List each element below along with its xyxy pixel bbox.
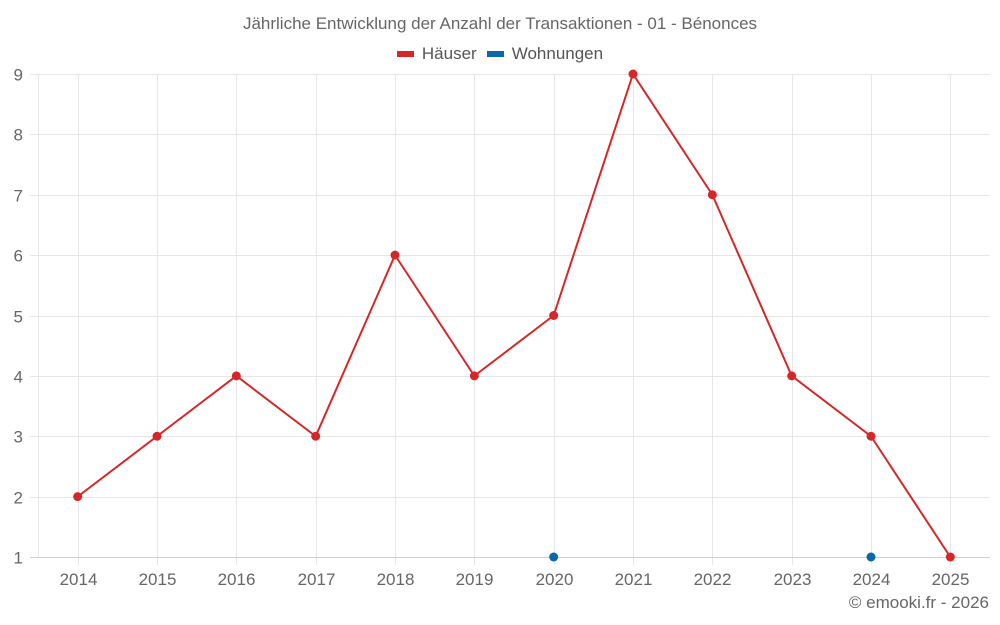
x-tick-label: 2014 [60, 570, 98, 589]
data-point-marker [549, 552, 559, 562]
data-series [73, 69, 955, 562]
y-tick-label: 7 [14, 187, 23, 206]
x-axis-tick-labels: 2014 2015 2016 2017 2018 2019 2020 2021 2022 2023… [60, 570, 970, 589]
y-axis-tick-labels: 1 2 3 4 5 6 7 8 9 [14, 66, 23, 568]
legend-label-apartments: Wohnungen [511, 44, 604, 63]
legend-swatch-houses [396, 51, 414, 57]
y-tick-label: 6 [14, 247, 23, 266]
series-line [77, 73, 952, 558]
x-tick-label: 2023 [774, 570, 812, 589]
data-point-marker [73, 492, 83, 502]
series-houses [73, 69, 955, 562]
data-point-marker [231, 371, 241, 381]
data-point-marker [311, 431, 321, 441]
x-tick-label: 2019 [456, 570, 494, 589]
x-tick-label: 2018 [377, 570, 415, 589]
legend-item-apartments[interactable]: Wohnungen [486, 44, 604, 64]
data-point-marker [866, 552, 876, 562]
series-apartments [549, 552, 876, 562]
data-point-marker [469, 371, 479, 381]
x-tick-label: 2017 [298, 570, 336, 589]
gridlines [30, 74, 990, 565]
x-tick-label: 2015 [139, 570, 177, 589]
x-tick-label: 2025 [932, 570, 970, 589]
data-point-marker [390, 250, 400, 260]
x-tick-label: 2021 [615, 570, 653, 589]
data-point-marker [787, 371, 797, 381]
x-tick-label: 2022 [694, 570, 732, 589]
legend-label-houses: Häuser [421, 44, 477, 63]
y-tick-label: 2 [14, 489, 23, 508]
data-point-marker [707, 190, 717, 200]
y-tick-label: 9 [14, 66, 23, 85]
y-tick-label: 1 [14, 549, 23, 568]
y-tick-label: 3 [14, 428, 23, 447]
legend-item-houses[interactable]: Häuser [396, 44, 477, 64]
data-point-marker [866, 431, 876, 441]
chart-title: Jährliche Entwicklung der Anzahl der Tra… [242, 14, 758, 33]
data-point-marker [152, 431, 162, 441]
x-tick-label: 2024 [853, 570, 891, 589]
y-tick-label: 5 [14, 308, 23, 327]
credit-text: © emooki.fr - 2026 [848, 593, 989, 612]
x-tick-label: 2016 [218, 570, 256, 589]
data-point-marker [628, 69, 638, 79]
legend-swatch-apartments [486, 51, 504, 57]
data-point-marker [549, 311, 559, 320]
legend: Häuser Wohnungen [0, 44, 1000, 64]
data-point-marker [945, 552, 955, 562]
y-tick-label: 8 [14, 126, 23, 145]
x-tick-label: 2020 [536, 570, 574, 589]
y-tick-label: 4 [14, 368, 23, 387]
